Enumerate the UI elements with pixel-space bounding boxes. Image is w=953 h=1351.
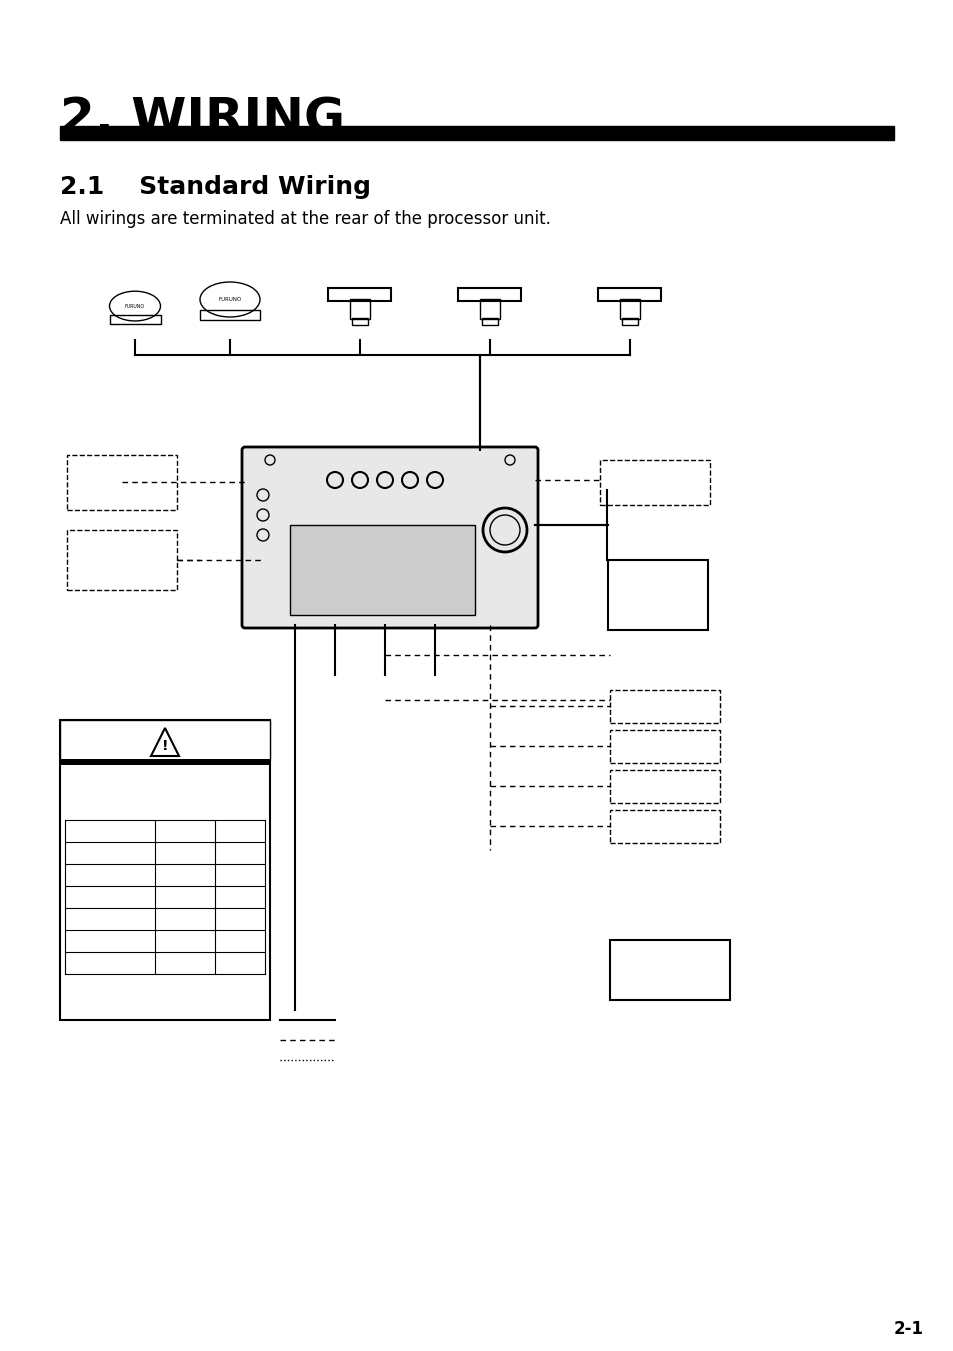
Text: 2. WIRING: 2. WIRING [60,95,345,143]
Bar [60,720,270,1020]
Bar [609,730,720,763]
Bar [609,811,720,843]
Bar [110,315,160,323]
Bar [290,526,475,615]
Bar [599,459,709,505]
Bar [60,759,270,765]
Bar [67,455,177,509]
Bar [352,317,368,324]
Bar [598,288,660,300]
Bar [60,126,893,141]
Text: !: ! [162,739,168,753]
Bar [609,770,720,802]
Bar [328,288,391,300]
Bar [67,530,177,590]
Bar [619,299,639,319]
Bar [621,317,638,324]
Text: FURUNO: FURUNO [125,304,145,308]
Bar [609,940,729,1000]
Bar [481,317,497,324]
Text: All wirings are terminated at the rear of the processor unit.: All wirings are terminated at the rear o… [60,209,550,228]
Bar [479,299,499,319]
Bar [458,288,521,300]
Bar [60,720,270,761]
Text: 2.1    Standard Wiring: 2.1 Standard Wiring [60,176,371,199]
Bar [607,561,707,630]
Bar [200,309,260,320]
Bar [350,299,370,319]
Text: 2-1: 2-1 [893,1320,923,1337]
Bar [609,690,720,723]
Text: FURUNO: FURUNO [218,297,241,303]
FancyBboxPatch shape [242,447,537,628]
